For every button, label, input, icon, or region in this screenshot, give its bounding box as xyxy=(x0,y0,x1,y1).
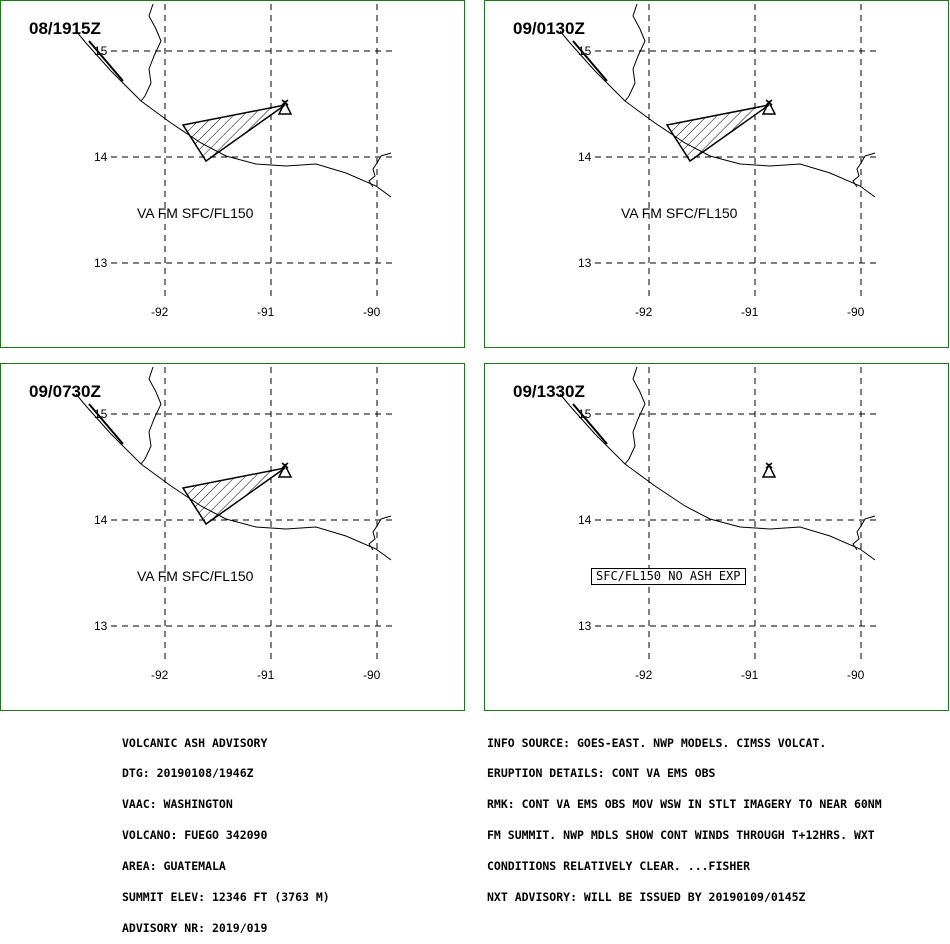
advisory-line: NXT ADVISORY: WILL BE ISSUED BY 20190109… xyxy=(487,890,806,905)
coastline xyxy=(559,30,876,198)
lon-label-90: -90 xyxy=(847,305,865,319)
map-drawing xyxy=(75,366,396,661)
coastline-segment xyxy=(572,40,608,82)
border-line xyxy=(624,366,646,465)
volcano-icon xyxy=(761,463,777,478)
border-line xyxy=(852,515,876,551)
advisory-line: SUMMIT ELEV: 12346 FT (3763 M) xyxy=(122,890,330,905)
va-label: VA FM SFC/FL150 xyxy=(621,205,738,221)
map-panel-1: 08/1915Z 15 14 13 -92 -91 -90 VA FM SFC/… xyxy=(0,0,465,348)
lat-label-13: 13 xyxy=(578,619,592,633)
border-line xyxy=(368,515,392,551)
advisory-line: AREA: GUATEMALA xyxy=(122,859,226,874)
advisory-line: VOLCANO: FUEGO 342090 xyxy=(122,828,268,843)
ash-cloud-polygon xyxy=(181,467,286,526)
coastline-segment xyxy=(88,403,124,445)
border-line xyxy=(368,152,392,188)
lat-label-13: 13 xyxy=(94,256,108,270)
coastline-segment xyxy=(572,403,608,445)
advisory-right: INFO SOURCE: GOES-EAST. NWP MODELS. CIMS… xyxy=(487,717,882,913)
volcano-icon xyxy=(281,99,289,106)
lon-label-91: -91 xyxy=(257,305,275,319)
lon-label-92: -92 xyxy=(151,305,169,319)
map-panel-4: 09/1330Z 15 14 13 -92 -91 -90 SFC/FL150 … xyxy=(484,363,949,711)
ash-cloud-polygon xyxy=(665,104,770,163)
advisory-line: VAAC: WASHINGTON xyxy=(122,797,233,812)
coastline xyxy=(75,393,392,561)
volcano-icon xyxy=(765,99,773,106)
panel-time: 09/0730Z xyxy=(29,382,101,401)
lon-label-91: -91 xyxy=(257,668,275,682)
panel-time: 09/0130Z xyxy=(513,19,585,38)
advisory-line: RMK: CONT VA EMS OBS MOV WSW IN STLT IMA… xyxy=(487,797,882,812)
lat-label-15: 15 xyxy=(94,44,108,58)
lat-label-14: 14 xyxy=(94,150,108,164)
advisory-line: INFO SOURCE: GOES-EAST. NWP MODELS. CIMS… xyxy=(487,735,827,750)
border-line xyxy=(852,152,876,188)
panel-time: 08/1915Z xyxy=(29,19,101,38)
advisory-line: FM SUMMIT. NWP MDLS SHOW CONT WINDS THRO… xyxy=(487,828,875,843)
lon-label-92: -92 xyxy=(151,668,169,682)
lon-label-92: -92 xyxy=(635,305,653,319)
coastline xyxy=(559,393,876,561)
advisory-left: VOLCANIC ASH ADVISORY DTG: 20190108/1946… xyxy=(122,717,330,944)
lat-label-14: 14 xyxy=(94,513,108,527)
map-drawing xyxy=(75,3,396,298)
border-line xyxy=(624,3,646,102)
border-line xyxy=(140,3,162,102)
advisory-line: ERUPTION DETAILS: CONT VA EMS OBS xyxy=(487,766,716,781)
lon-label-92: -92 xyxy=(635,668,653,682)
border-line xyxy=(140,366,162,465)
ash-cloud-polygon xyxy=(181,104,286,163)
lat-label-13: 13 xyxy=(94,619,108,633)
lat-label-13: 13 xyxy=(578,256,592,270)
no-ash-label: SFC/FL150 NO ASH EXP xyxy=(591,568,746,585)
lat-label-15: 15 xyxy=(578,44,592,58)
volcano-icon xyxy=(765,462,773,469)
lat-label-15: 15 xyxy=(94,407,108,421)
coastline xyxy=(75,30,392,198)
map-panel-3: 09/0730Z 15 14 13 -92 -91 -90 VA FM SFC/… xyxy=(0,363,465,711)
volcano-icon xyxy=(281,462,289,469)
lat-label-14: 14 xyxy=(578,513,592,527)
advisory-line: VOLCANIC ASH ADVISORY xyxy=(122,735,268,750)
map-drawing xyxy=(559,366,880,661)
lon-label-90: -90 xyxy=(363,668,381,682)
lon-label-90: -90 xyxy=(363,305,381,319)
va-label: VA FM SFC/FL150 xyxy=(137,205,254,221)
lat-label-15: 15 xyxy=(578,407,592,421)
advisory-line: CONDITIONS RELATIVELY CLEAR. ...FISHER xyxy=(487,859,751,874)
panel-time: 09/1330Z xyxy=(513,382,585,401)
lon-label-91: -91 xyxy=(741,305,759,319)
coastline-segment xyxy=(88,40,124,82)
lon-label-91: -91 xyxy=(741,668,759,682)
va-label: VA FM SFC/FL150 xyxy=(137,568,254,584)
advisory-line: ADVISORY NR: 2019/019 xyxy=(122,920,268,935)
map-drawing xyxy=(559,3,880,298)
map-panel-2: 09/0130Z 15 14 13 -92 -91 -90 VA FM SFC/… xyxy=(484,0,949,348)
advisory-line: DTG: 20190108/1946Z xyxy=(122,766,254,781)
lat-label-14: 14 xyxy=(578,150,592,164)
lon-label-90: -90 xyxy=(847,668,865,682)
